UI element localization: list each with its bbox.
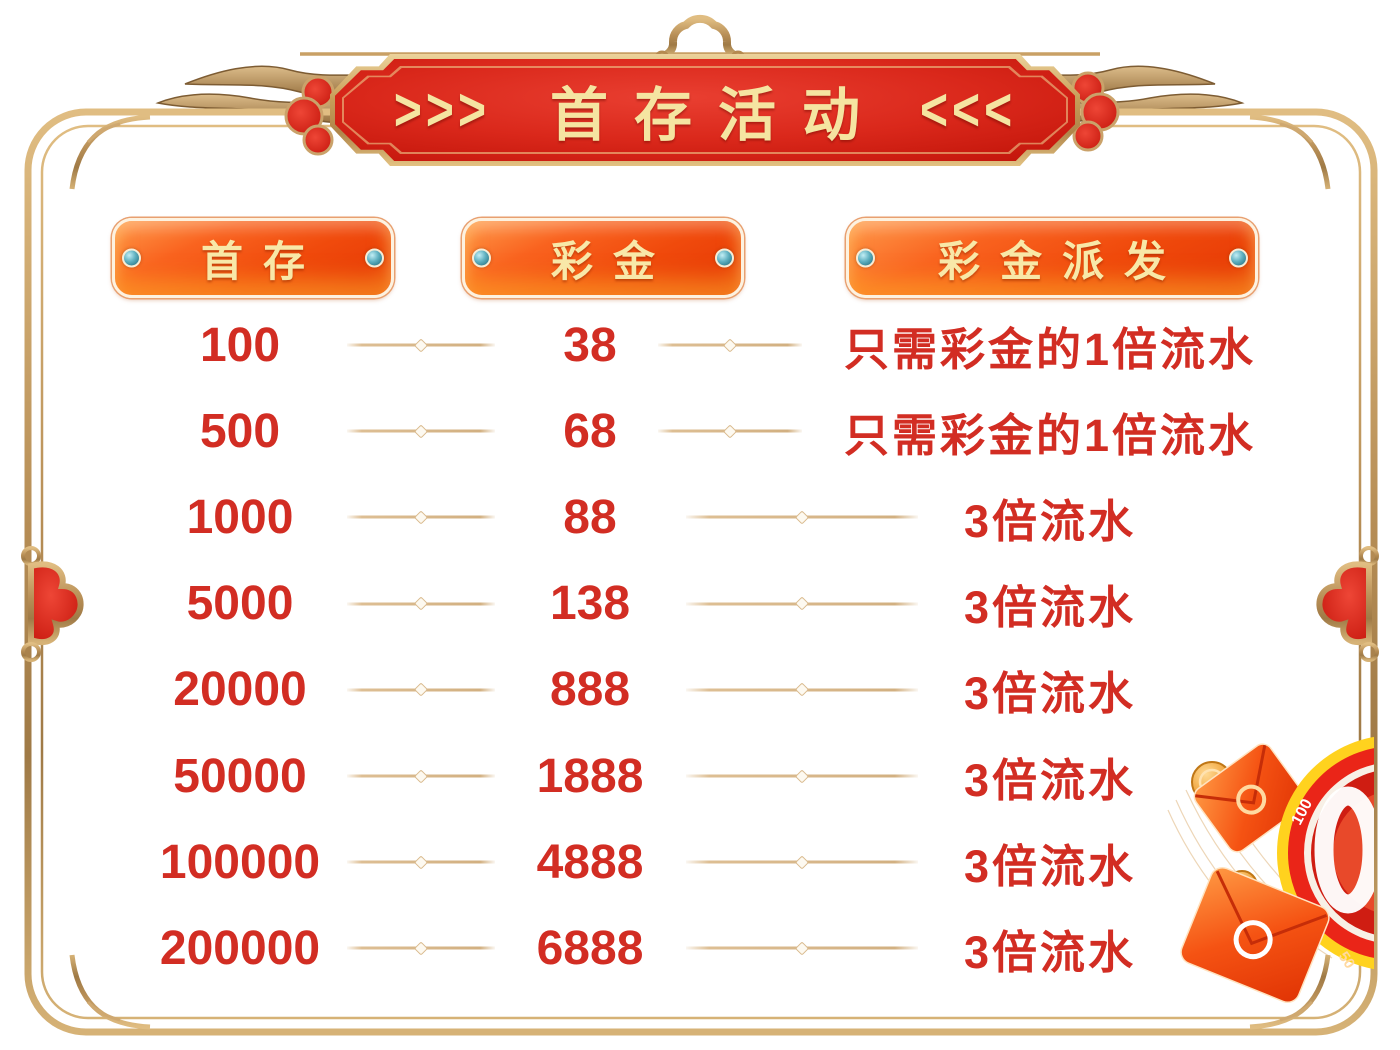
scroll-knob-icon (856, 248, 875, 268)
separator-line (686, 774, 918, 778)
column-header-payout: 彩金派发 (846, 218, 1258, 298)
requirement-text: 3倍流水 (963, 754, 1137, 806)
bonus-value: 138 (549, 577, 631, 631)
separator-line (686, 946, 918, 950)
table-row: 1000 88 3倍流水 (0, 474, 1400, 560)
requirement-text: 3倍流水 (963, 926, 1137, 978)
title-banner-face-inner (344, 68, 1066, 152)
requirement-text: 3倍流水 (963, 582, 1137, 634)
requirement-text: 3倍流水 (963, 840, 1137, 892)
separator-line (686, 860, 918, 864)
column-header-label: 彩金 (550, 237, 675, 285)
edge-cloud-left (21, 546, 84, 662)
badge-zero-glyphs (1314, 786, 1374, 914)
scroll-knob-icon (365, 248, 384, 268)
deposit-table: 100 38 只需彩金的1倍流水 500 68 只需彩金的1倍流水 1000 8… (0, 302, 1400, 992)
scroll-knob-icon (1229, 248, 1248, 268)
separator-line (347, 860, 495, 864)
separator-line (347, 343, 495, 347)
table-row: 500 68 只需彩金的1倍流水 (0, 388, 1400, 474)
bonus-value: 6888 (536, 921, 644, 975)
separator-line (658, 429, 802, 433)
deposit-value: 20000 (173, 663, 307, 717)
bonus-value: 4888 (536, 835, 644, 889)
separator-line (347, 774, 495, 778)
requirement-text: 只需彩金的1倍流水 (843, 323, 1257, 375)
bonus-value: 38 (563, 318, 617, 372)
red-envelope-coins-decoration: 100 50 (1167, 736, 1374, 1004)
table-row: 100 38 只需彩金的1倍流水 (0, 302, 1400, 388)
deposit-value: 5000 (186, 577, 294, 631)
page-title: 首存活动 (549, 83, 886, 148)
table-row: 5000 138 3倍流水 (0, 561, 1400, 647)
bonus-value: 1888 (536, 749, 644, 803)
scroll-knob-icon (715, 248, 734, 268)
red-envelope-icon (1193, 743, 1307, 853)
deposit-value: 500 (199, 404, 281, 458)
plaque-end-ornament-right (1071, 71, 1120, 152)
table-row: 50000 1888 3倍流水 (0, 733, 1400, 819)
red-envelope-icon (1180, 866, 1330, 1004)
deposit-value: 100 (199, 318, 281, 372)
requirement-text: 3倍流水 (963, 668, 1137, 720)
column-header-label: 首存 (200, 237, 325, 285)
bonus-value: 88 (563, 490, 617, 544)
separator-line (686, 602, 918, 606)
badge-value: 50 (1335, 949, 1358, 972)
separator-line (686, 515, 918, 519)
plaque-end-ornament-left (284, 75, 335, 156)
column-header-deposit: 首存 (112, 218, 394, 298)
separator-line (347, 515, 495, 519)
separator-line (686, 688, 918, 692)
column-header-bonus: 彩金 (462, 218, 744, 298)
deposit-value: 50000 (173, 749, 307, 803)
separator-line (347, 429, 495, 433)
table-row: 100000 4888 3倍流水 (0, 819, 1400, 905)
scroll-knob-icon (122, 248, 141, 268)
separator-line (658, 343, 802, 347)
column-header-label: 彩金派发 (937, 237, 1186, 285)
deposit-value: 100000 (159, 835, 321, 889)
title-banner: >>> 首存活动 <<< (330, 54, 1080, 166)
separator-line (347, 602, 495, 606)
separator-line (347, 946, 495, 950)
chevrons-right-icon: >>> (393, 76, 490, 144)
deposit-value: 1000 (186, 490, 294, 544)
separator-line (347, 688, 495, 692)
requirement-text: 3倍流水 (963, 495, 1137, 547)
scroll-knob-icon (472, 248, 491, 268)
bonus-value: 888 (549, 663, 631, 717)
bonus-value: 68 (563, 404, 617, 458)
requirement-text: 只需彩金的1倍流水 (843, 409, 1257, 461)
chevrons-left-icon: <<< (920, 76, 1017, 144)
deposit-value: 200000 (159, 921, 321, 975)
table-row: 20000 888 3倍流水 (0, 647, 1400, 733)
badge-icon: 100 50 (1277, 736, 1374, 972)
table-row: 200000 6888 3倍流水 (0, 905, 1400, 991)
